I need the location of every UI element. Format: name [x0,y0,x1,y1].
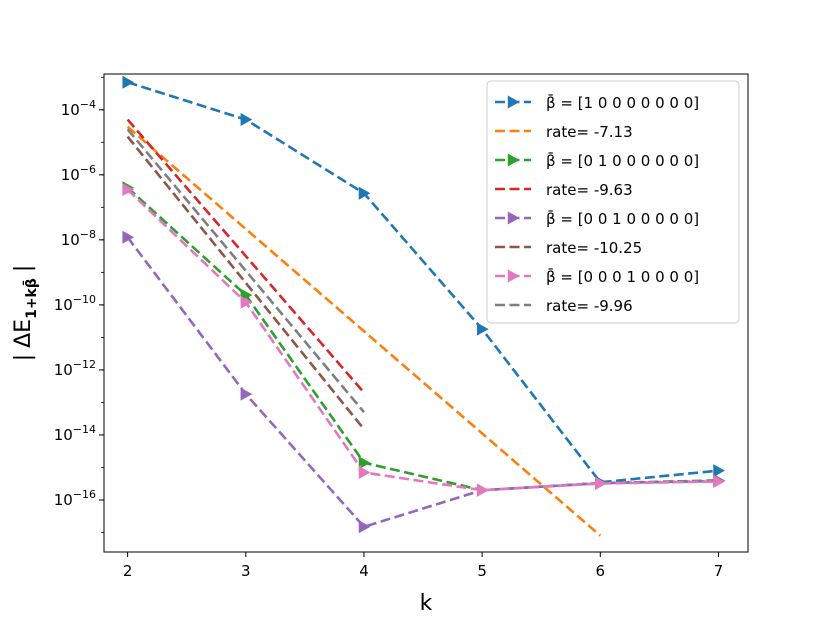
y-tick-label: 10−16 [54,488,96,509]
legend-swatch-marker [507,211,520,225]
series-5-marker [240,387,253,401]
y-label-bar-left: | [11,354,36,361]
x-tick-label: 6 [596,562,606,580]
y-tick-label: 10−4 [61,98,96,119]
y-label-delta-e: ΔE [11,319,36,348]
x-axis: 2 3 4 5 6 7 [123,552,723,580]
series-7-marker [358,465,371,479]
series-7-marker [595,477,607,491]
series-7-marker [476,483,489,497]
series-1-marker [358,186,371,200]
y-tick-label: 10−8 [61,228,96,249]
series-line-2 [126,125,602,537]
legend-swatch-marker [507,153,520,167]
series-layer [122,75,725,537]
y-axis-label: | ΔE1+kβ̄ | [11,265,40,362]
series-5-marker [122,230,135,244]
x-tick-label: 2 [123,562,133,580]
series-line-4 [126,118,365,394]
series-line-1 [127,81,719,484]
y-tick-label: 10−10 [54,293,96,314]
series-1-marker [713,464,725,478]
series-7-marker [240,295,253,309]
series-1-marker [122,75,135,89]
legend-label: rate= -9.63 [546,181,633,199]
legend-box [486,80,740,324]
series-7-marker [713,474,725,488]
y-label-subscript: 1+kβ̄ [21,278,40,319]
series-7-marker [122,183,135,197]
series-1-marker [476,322,489,336]
legend-label: β̄ = [0 0 1 0 0 0 0 0] [546,209,699,228]
legend: β̄ = [1 0 0 0 0 0 0 0] rate= -7.13 β̄ = [0… [486,80,740,324]
series-line-7 [126,188,719,492]
series-1-marker [240,113,253,127]
x-tick-label: 4 [359,562,369,580]
legend-label: β̄ = [1 0 0 0 0 0 0 0] [546,93,699,112]
series-line-5 [126,236,719,529]
y-tick-label: 10−12 [54,358,96,379]
y-axis: 10−4 10−6 10−8 10−10 10−12 10−14 10−16 [54,76,104,533]
x-tick-label: 3 [241,562,251,580]
y-tick-label: 10−14 [54,423,96,444]
series-line-6 [126,135,366,431]
legend-label: β̄ = [0 1 0 0 0 0 0 0] [546,151,699,170]
plot-frame [103,73,749,553]
legend-label: rate= -10.25 [546,239,642,257]
legend-swatch-marker [507,269,520,283]
x-axis-label: k [420,591,433,616]
series-5-marker [358,520,371,534]
legend-label: β̄ = [0 0 0 1 0 0 0 0] [546,267,699,286]
y-label-bar-right: | [11,265,36,272]
x-tick-label: 7 [714,562,724,580]
series-3-marker [358,456,371,470]
series-line-8 [126,128,365,414]
y-tick-label: 10−6 [61,163,96,184]
legend-swatch-marker [507,95,520,109]
x-tick-label: 5 [477,562,487,580]
legend-label: rate= -7.13 [546,123,633,141]
legend-label: rate= -9.96 [546,297,633,315]
